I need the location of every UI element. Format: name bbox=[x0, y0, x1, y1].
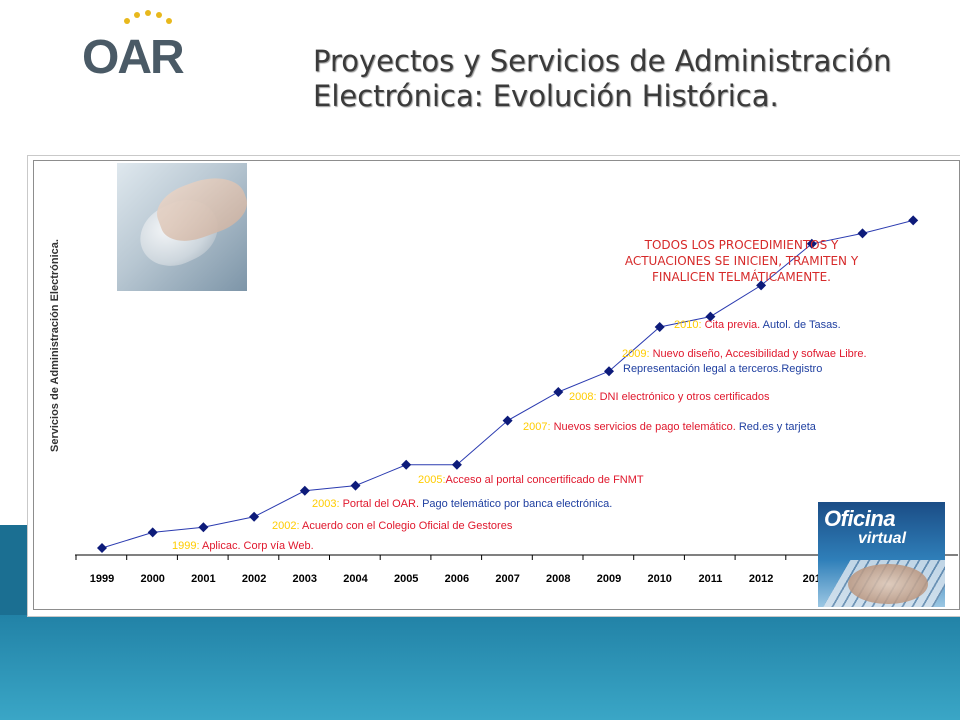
x-tick-label: 201 bbox=[803, 573, 821, 585]
annotation: 2007: Nuevos servicios de pago telemátic… bbox=[523, 421, 816, 434]
data-point bbox=[451, 459, 462, 470]
oficina-virtual-image: Oficina virtual bbox=[818, 502, 945, 607]
x-tick-label: 2004 bbox=[343, 573, 368, 585]
data-point bbox=[654, 322, 665, 332]
data-point bbox=[705, 311, 716, 322]
x-tick-label: 2009 bbox=[597, 573, 621, 585]
logo-text: OAR bbox=[82, 31, 185, 84]
annotation-text: Aplicac. Corp vía Web. bbox=[199, 540, 314, 552]
note-line-2: ACTUACIONES SE INICIEN, TRAMITEN Y bbox=[624, 254, 859, 268]
annotation: 1999: Aplicac. Corp vía Web. bbox=[172, 540, 314, 553]
annotation-text: Cita previa. bbox=[701, 319, 763, 331]
mouse-photo bbox=[117, 163, 247, 291]
note-line-1: TODOS LOS PROCEDIMIENTOS Y bbox=[644, 238, 839, 252]
annotation-year: 2007: bbox=[523, 421, 551, 433]
note-text: TODOS LOS PROCEDIMIENTOS Y ACTUACIONES S… bbox=[589, 237, 894, 285]
annotation-year: 2003: bbox=[312, 498, 340, 510]
x-tick-label: 2002 bbox=[242, 573, 266, 585]
x-tick-label: 2011 bbox=[698, 573, 722, 585]
annotation-text: Representación legal a terceros.Registro bbox=[623, 363, 823, 375]
annotation-text: Portal del OAR. bbox=[339, 498, 423, 510]
y-axis-label: Servicios de Administración Electrónica. bbox=[49, 239, 61, 452]
annotation-year: 1999: bbox=[172, 540, 200, 552]
annotation-text: DNI electrónico y otros certificados bbox=[596, 391, 770, 403]
annotation-year: 2008: bbox=[569, 391, 597, 403]
data-point bbox=[97, 543, 107, 553]
annotation: 2009: Nuevo diseño, Accesibilidad y sofw… bbox=[622, 348, 867, 361]
annotation: 2005:Acceso al portal concertificado de … bbox=[418, 474, 644, 487]
title-line-2: Electrónica: Evolución Histórica. bbox=[313, 79, 779, 113]
data-point bbox=[756, 280, 767, 291]
annotation: 2008: DNI electrónico y otros certificad… bbox=[569, 391, 770, 404]
x-tick-labels: 1999 2000 2001 2002 2003 2004 2005 2006 2007 2008… bbox=[90, 573, 821, 585]
data-point bbox=[401, 459, 412, 470]
data-point bbox=[553, 387, 564, 397]
x-tick-label: 2001 bbox=[191, 573, 215, 585]
x-tick-label: 2006 bbox=[445, 573, 469, 585]
annotation-year: 2009: bbox=[622, 348, 650, 360]
annotation-text: Autol. de Tasas. bbox=[762, 319, 841, 331]
data-point bbox=[147, 527, 158, 538]
page-title: Proyectos y Servicios de Administración … bbox=[313, 44, 953, 114]
data-point bbox=[806, 238, 817, 249]
background-band-accent bbox=[0, 525, 30, 615]
virtual-word: virtual bbox=[858, 530, 907, 547]
data-point bbox=[299, 485, 310, 496]
data-point bbox=[198, 522, 209, 533]
x-axis bbox=[75, 554, 958, 560]
annotation: 2003: Portal del OAR. Pago telemático po… bbox=[312, 498, 612, 511]
title-line-1: Proyectos y Servicios de Administración bbox=[313, 44, 892, 78]
series-markers bbox=[97, 215, 919, 553]
note-line-3: FINALICEN TELMÁTICAMENTE. bbox=[652, 270, 831, 284]
hands-shape bbox=[848, 564, 928, 604]
annotation-text: Red.es y tarjeta bbox=[738, 421, 816, 433]
x-tick-label: 2010 bbox=[647, 573, 671, 585]
annotation-year: 2002: bbox=[272, 520, 300, 532]
x-tick-label: 2000 bbox=[140, 573, 164, 585]
x-tick-label: 2003 bbox=[293, 573, 317, 585]
data-point bbox=[857, 228, 868, 239]
x-tick-label: 2007 bbox=[495, 573, 519, 585]
oar-logo: OAR bbox=[82, 8, 212, 84]
data-point bbox=[350, 480, 361, 491]
annotation: Representación legal a terceros.Registro bbox=[623, 363, 822, 376]
annotation: 2002: Acuerdo con el Colegio Oficial de … bbox=[272, 520, 512, 533]
data-point bbox=[908, 215, 919, 226]
x-tick-label: 1999 bbox=[90, 573, 114, 585]
annotation-year: 2010: bbox=[674, 319, 702, 331]
x-tick-label: 2008 bbox=[546, 573, 570, 585]
annotation-text: Nuevos servicios de pago telemático. bbox=[550, 421, 739, 433]
data-point bbox=[604, 366, 614, 377]
x-tick-label: 2012 bbox=[749, 573, 773, 585]
annotation-text: Pago telemático por banca electrónica. bbox=[422, 498, 613, 510]
oficina-word: Oficina bbox=[824, 506, 896, 531]
annotation-text: Nuevo diseño, Accesibilidad y sofwae Lib… bbox=[649, 348, 867, 360]
data-point bbox=[502, 415, 513, 426]
data-point bbox=[249, 511, 260, 522]
annotation-text: Acceso al portal concertificado de FNMT bbox=[445, 474, 644, 486]
x-tick-label: 2005 bbox=[394, 573, 418, 585]
annotation-text: Acuerdo con el Colegio Oficial de Gestor… bbox=[299, 520, 513, 532]
annotation: 2010: Cita previa. Autol. de Tasas. bbox=[674, 319, 841, 332]
annotation-year: 2005: bbox=[418, 474, 446, 486]
